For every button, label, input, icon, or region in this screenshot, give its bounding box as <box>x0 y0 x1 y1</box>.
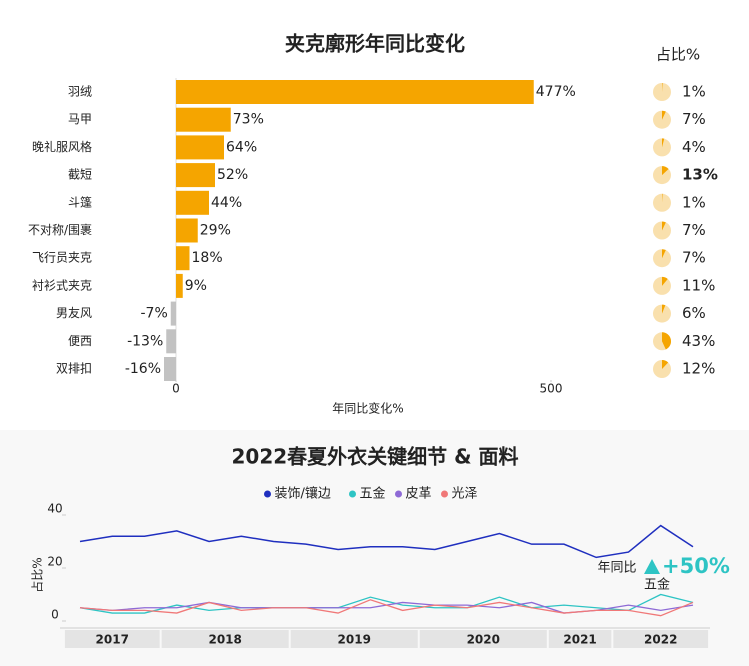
value-label: 29% <box>200 223 231 239</box>
year-box <box>548 630 612 648</box>
line-title: 2022春夏外衣关键细节 & 面料 <box>231 445 518 469</box>
category-label: 便西 <box>68 334 92 348</box>
share-label: 7% <box>682 249 706 267</box>
bar <box>176 273 183 298</box>
bar <box>176 246 190 271</box>
value-label: 52% <box>217 167 248 183</box>
share-pie-slice <box>662 83 663 92</box>
year-box <box>64 630 160 648</box>
value-label: 73% <box>233 112 264 128</box>
y-tick-label: 20 <box>47 555 62 569</box>
y-tick-label: 40 <box>47 502 62 516</box>
value-label: -7% <box>140 306 167 322</box>
category-label: 马甲 <box>68 112 92 126</box>
legend-label: 装饰/镶边 <box>275 486 331 502</box>
value-label: 18% <box>192 250 223 266</box>
year-label: 2017 <box>96 633 129 647</box>
bar <box>176 218 198 243</box>
category-label: 衬衫式夹克 <box>32 278 92 292</box>
series-line <box>79 524 694 559</box>
legend-dot <box>441 490 448 498</box>
category-label: 飞行员夹克 <box>32 251 92 265</box>
share-pie-slice <box>662 360 669 369</box>
year-box <box>290 630 418 648</box>
value-label: 477% <box>536 84 576 100</box>
annotation-value: +50% <box>662 554 730 578</box>
year-label: 2020 <box>467 633 500 647</box>
bar-title: 夹克廓形年同比变化 <box>285 32 465 56</box>
x-tick-label: 0 <box>172 382 180 396</box>
bar <box>176 190 209 215</box>
legend-dot <box>349 490 356 498</box>
share-label: 1% <box>682 193 706 211</box>
share-label: 6% <box>682 304 706 322</box>
share-label: 12% <box>682 360 715 378</box>
share-pie-slice <box>662 304 666 314</box>
legend-label: 光泽 <box>452 487 478 502</box>
year-label: 2021 <box>563 633 596 647</box>
share-label: 13% <box>682 166 718 184</box>
category-label: 双排扣 <box>56 362 92 376</box>
share-label: 7% <box>682 221 706 239</box>
share-label: 4% <box>682 138 706 156</box>
category-label: 截短 <box>68 168 92 182</box>
share-pie-slice <box>662 332 671 350</box>
year-box <box>419 630 547 648</box>
share-label: 7% <box>682 110 706 128</box>
value-label: 64% <box>226 139 257 155</box>
year-label: 2022 <box>644 633 677 647</box>
value-label: -13% <box>127 333 163 349</box>
share-label: 11% <box>682 276 715 294</box>
share-label: 43% <box>682 332 715 350</box>
series-line <box>79 593 694 614</box>
bar <box>176 107 231 132</box>
bar <box>164 357 176 381</box>
share-title: 占比% <box>656 46 700 64</box>
legend-label: 皮革 <box>406 487 432 502</box>
share-pie-slice <box>662 166 669 176</box>
y-axis-label: 占比% <box>30 557 45 592</box>
category-label: 羽绒 <box>68 85 92 99</box>
value-label: 44% <box>211 195 242 211</box>
bar <box>176 135 224 160</box>
year-box <box>613 630 709 648</box>
category-label: 不对称/围裹 <box>28 222 92 237</box>
legend-dot <box>264 490 271 498</box>
year-label: 2019 <box>338 633 371 647</box>
legend-label: 五金 <box>360 486 386 502</box>
annotation-label: 年同比 <box>597 561 636 576</box>
bar <box>176 80 534 104</box>
x-axis-label: 年同比变化% <box>332 401 403 416</box>
category-label: 男友风 <box>56 306 92 320</box>
up-arrow <box>644 559 660 574</box>
share-pie-slice <box>662 249 666 259</box>
legend-dot <box>395 490 402 498</box>
bar <box>176 163 215 188</box>
annotation-series: 五金 <box>644 577 670 593</box>
share-pie-slice <box>662 138 665 148</box>
value-label: 9% <box>185 278 207 294</box>
value-label: -16% <box>125 361 161 377</box>
bar <box>170 301 176 326</box>
bar <box>166 329 176 354</box>
x-tick-label: 500 <box>540 382 563 396</box>
share-pie-slice <box>662 110 666 120</box>
y-tick-label: 0 <box>51 608 59 622</box>
share-pie-slice <box>662 221 666 231</box>
series-line <box>79 599 694 617</box>
category-label: 晚礼服风格 <box>32 139 92 154</box>
year-label: 2018 <box>208 633 241 647</box>
lower-panel <box>0 430 749 666</box>
category-label: 斗篷 <box>68 194 92 209</box>
year-box <box>161 630 289 648</box>
share-label: 1% <box>682 83 706 101</box>
share-pie-slice <box>662 276 668 286</box>
share-pie-slice <box>662 193 663 203</box>
